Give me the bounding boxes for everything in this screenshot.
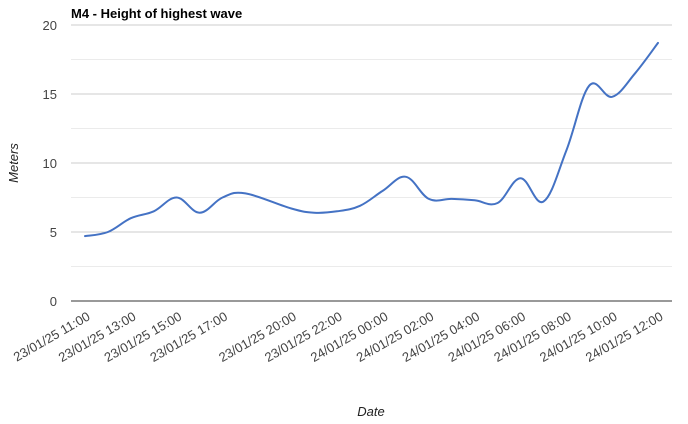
x-tick-label: 23/01/25 11:00 — [11, 309, 93, 365]
gridlines — [71, 24, 672, 302]
x-tick-label: 24/01/25 12:00 — [583, 309, 666, 365]
x-tick-label: 23/01/25 17:00 — [147, 309, 230, 365]
y-tick-label: 20 — [43, 18, 57, 33]
y-tick-label: 5 — [50, 225, 57, 240]
y-tick-label: 0 — [50, 294, 57, 309]
y-axis-label: Meters — [6, 143, 21, 183]
chart-title: M4 - Height of highest wave — [71, 6, 242, 21]
series-group — [84, 41, 659, 238]
series-line — [84, 41, 659, 238]
y-tick-label: 10 — [43, 156, 57, 171]
y-tick-label: 15 — [43, 87, 57, 102]
y-axis-ticks: 0 5 10 15 20 — [43, 18, 57, 309]
x-axis-label: Date — [357, 404, 384, 419]
